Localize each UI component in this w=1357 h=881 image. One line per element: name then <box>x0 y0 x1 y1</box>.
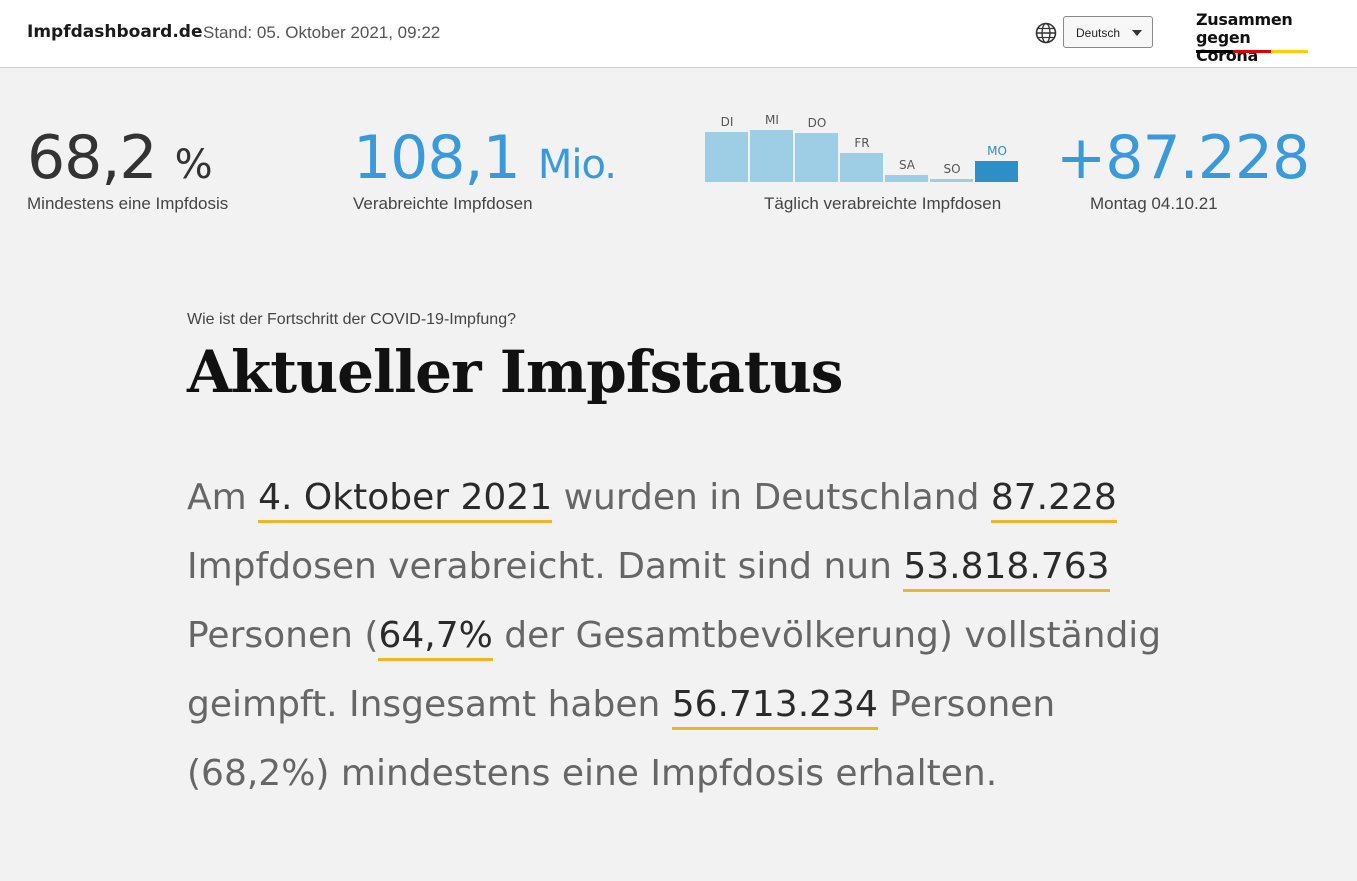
text-segment: der Gesamtbevölkerung) vollständig geimp… <box>187 615 1162 725</box>
highlight-daily-doses: 87.228 <box>990 477 1117 523</box>
total-doses-value: 108,1 <box>353 123 521 193</box>
chart-bar-di <box>705 131 748 182</box>
daily-doses-value: +87.228 <box>1056 123 1310 193</box>
total-doses-label: Verabreichte Impfdosen <box>353 194 533 213</box>
logo-line-2: gegen Corona <box>1196 28 1259 65</box>
logo-line-1: Zusammen <box>1196 10 1293 29</box>
text-segment: Personen (68,2%) mindestens eine Impfdos… <box>187 684 1056 794</box>
text-segment: Personen ( <box>187 615 379 656</box>
highlight-fully-vaccinated-pct: 64,7% <box>378 615 493 661</box>
chart-bar-mi <box>750 130 793 182</box>
text-segment: Impfdosen verabreicht. Damit sind nun <box>187 546 904 587</box>
zusammen-gegen-corona-logo[interactable]: Zusammen gegen Corona <box>1196 10 1308 65</box>
section-subtitle: Wie ist der Fortschritt der COVID-19-Imp… <box>187 311 516 328</box>
language-select-value: Deutsch <box>1076 26 1121 40</box>
logo-flag-stripe <box>1196 50 1308 53</box>
top-bar: Impfdashboard.de Stand: 05. Oktober 2021… <box>0 0 1357 68</box>
chart-day-label: FR <box>854 136 870 151</box>
first-dose-value: 68,2 <box>27 123 158 193</box>
language-select[interactable]: Deutsch <box>1063 16 1153 48</box>
page-title: Aktueller Impfstatus <box>187 338 843 406</box>
chart-bar-mo <box>975 161 1018 182</box>
total-doses-stat: 108,1 Mio. <box>353 128 617 195</box>
first-dose-unit: % <box>174 142 213 188</box>
daily-doses-chart: DI MI DO FR SA SO MO <box>705 110 1020 185</box>
highlight-fully-vaccinated: 53.818.763 <box>903 546 1110 592</box>
chart-bar-fr <box>840 153 883 182</box>
chart-day-label: SO <box>943 161 961 176</box>
chart-day-label: MI <box>765 113 779 127</box>
chart-day-label: DO <box>807 115 827 130</box>
highlight-at-least-one-dose: 56.713.234 <box>671 684 878 730</box>
site-name-link[interactable]: Impfdashboard.de <box>27 22 203 42</box>
highlight-date: 4. Oktober 2021 <box>258 477 553 523</box>
daily-chart-label: Täglich verabreichte Impfdosen <box>764 194 1002 213</box>
first-dose-label: Mindestens eine Impfdosis <box>27 194 229 213</box>
chart-bar-sa <box>885 175 928 182</box>
chart-bar-do <box>795 132 838 182</box>
chart-day-label: DI <box>720 114 734 129</box>
text-segment: wurden in Deutschland <box>552 477 991 518</box>
chevron-down-icon <box>1132 30 1142 36</box>
chart-bar-so <box>930 178 973 182</box>
status-paragraph: Am 4. Oktober 2021 wurden in Deutschland… <box>187 463 1177 808</box>
globe-icon <box>1035 22 1057 44</box>
first-dose-stat: 68,2 % <box>27 128 213 195</box>
chart-day-label: MO <box>987 144 1007 159</box>
text-segment: Am <box>187 477 259 518</box>
daily-doses-date: Montag 04.10.21 <box>1090 194 1218 213</box>
total-doses-unit: Mio. <box>537 142 617 188</box>
chart-day-label: SA <box>898 158 916 173</box>
update-timestamp: Stand: 05. Oktober 2021, 09:22 <box>203 23 441 42</box>
